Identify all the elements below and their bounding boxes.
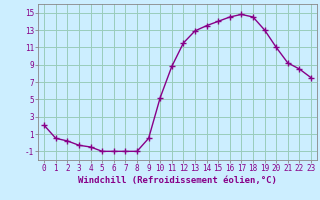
X-axis label: Windchill (Refroidissement éolien,°C): Windchill (Refroidissement éolien,°C)	[78, 176, 277, 185]
